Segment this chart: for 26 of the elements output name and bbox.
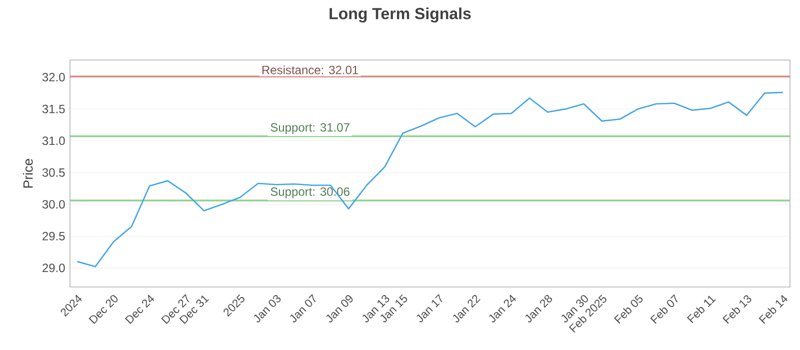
x-tick-label: Jan 28 bbox=[525, 295, 552, 322]
x-tick-label: Dec 20 bbox=[88, 295, 118, 324]
x-tick-label: Jan 07 bbox=[290, 294, 316, 322]
x-tick-label: Dec 24 bbox=[124, 294, 154, 324]
x-tick-label: Jan 09 bbox=[326, 295, 353, 322]
chart-title: Long Term Signals bbox=[330, 8, 471, 22]
y-tick-label: 31.0 bbox=[42, 136, 65, 146]
y-tick-label: 32.0 bbox=[42, 72, 65, 82]
x-tick-label: Feb 11 bbox=[686, 296, 716, 324]
x-tick-label: Jan 03 bbox=[254, 295, 281, 322]
y-tick-label: 30.0 bbox=[42, 200, 65, 209]
ref-line-label: Resistance: 32.01 bbox=[262, 65, 358, 74]
x-tick-label: Jan 22 bbox=[452, 295, 480, 322]
x-tick-label: Jan 24 bbox=[489, 294, 516, 322]
line-series bbox=[76, 92, 784, 268]
y-tick-label: 30.5 bbox=[42, 168, 65, 177]
x-tick-label: Feb 07 bbox=[650, 294, 678, 324]
y-tick-label: 29.5 bbox=[42, 232, 65, 240]
x-tick-label: Jan 17 bbox=[416, 294, 442, 322]
x-tick-label: Feb 05 bbox=[614, 294, 643, 324]
ref-line-label: Support: 31.07 bbox=[270, 123, 350, 134]
y-tick-label: 29.0 bbox=[42, 264, 65, 272]
y-axis-title: Price bbox=[22, 158, 33, 188]
y-tick-label: 31.5 bbox=[42, 104, 65, 114]
x-tick-label: Feb 14 bbox=[758, 294, 788, 324]
x-tick-label: Feb 13 bbox=[722, 295, 752, 324]
